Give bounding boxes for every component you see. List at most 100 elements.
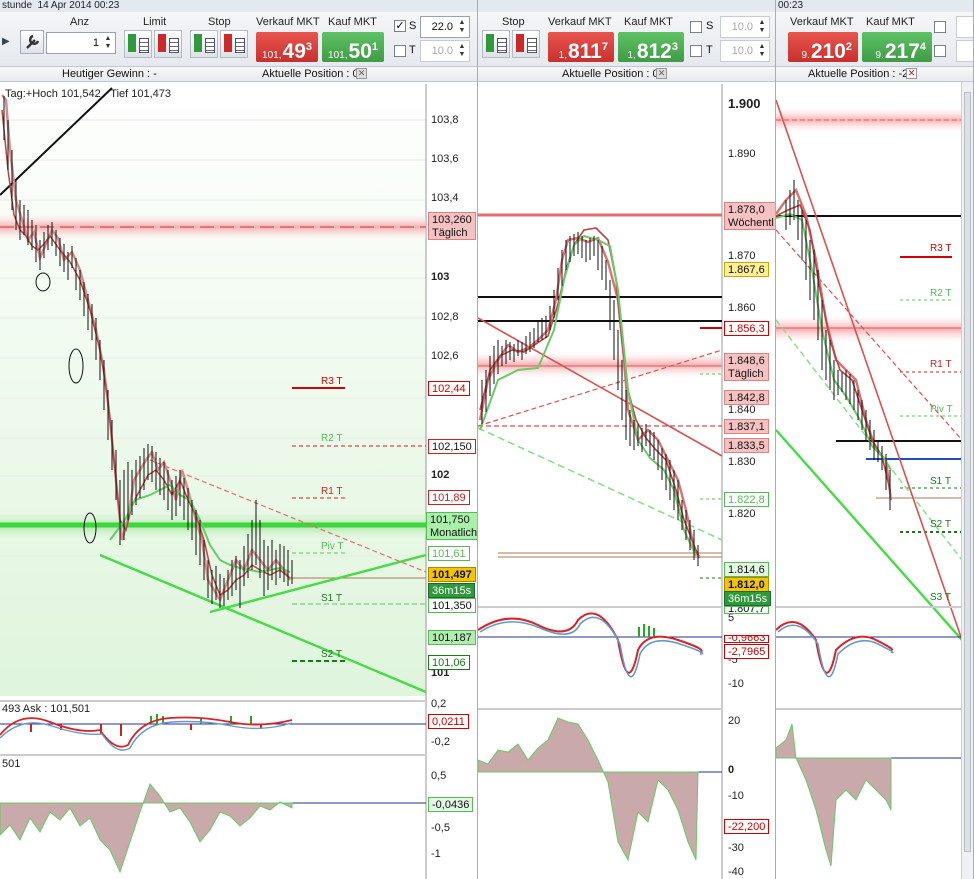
s-spinner-icon[interactable]: ▲ ▼	[458, 19, 466, 34]
stop-buy-button[interactable]	[190, 30, 218, 58]
t-checkbox[interactable]	[934, 45, 946, 57]
limit-sell-button[interactable]	[154, 30, 182, 58]
price-tag: 101,187	[428, 630, 476, 645]
vertical-scrollbar[interactable]	[961, 82, 973, 879]
chart-header: Tag:+Hoch 101,542 - Tief 101,473	[5, 88, 172, 100]
s-value-input[interactable]	[956, 16, 973, 38]
current-price-tag: 1.812,0	[724, 577, 769, 592]
s-checkbox[interactable]: ✓	[394, 20, 406, 32]
monthly-level-tag: 101,750 Monatlich	[426, 512, 477, 540]
axis-tick: 0,5	[431, 770, 447, 782]
t-label: T	[706, 44, 713, 56]
buy-market-button[interactable]: 101,501	[322, 32, 384, 63]
s1-level-label: S1 T	[930, 476, 951, 487]
s-value-input[interactable]: 10.0 ▲ ▼	[720, 16, 770, 38]
close-position-icon[interactable]: ✕	[906, 68, 917, 79]
sell-label: Verkauf MKT	[548, 16, 612, 28]
price-tag: 1.856,3	[724, 321, 769, 336]
price-chart[interactable]	[0, 82, 478, 879]
r2-level-label: R2 T	[321, 433, 343, 444]
chart-panel-index: Stop Verkauf MKT Kauf MKT 1,8117 1,8123 …	[478, 0, 776, 879]
axis-tick: -10	[728, 790, 744, 802]
t-value-input[interactable]: 10.0 ▲ ▼	[420, 40, 470, 62]
window-title: stunde 14 Apr 2014 00:23	[0, 0, 477, 12]
s-checkbox[interactable]	[934, 21, 946, 33]
price-tag: 1.807,7	[724, 606, 769, 614]
price-tag: 102,150	[428, 439, 476, 454]
price-tag: 1.867,6	[724, 262, 769, 277]
s1-price-tag: 101,350	[428, 598, 476, 613]
axis-tick: 0,2	[431, 698, 447, 710]
close-position-icon[interactable]: ✕	[656, 68, 667, 79]
collapse-arrow-icon[interactable]: ▶	[2, 36, 10, 47]
axis-tick: 1.830	[728, 456, 756, 468]
r3-level-label: R3 T	[321, 376, 343, 387]
buy-market-button[interactable]: 1,8123	[618, 32, 684, 63]
sell-market-button[interactable]: 1,8117	[548, 32, 614, 63]
t-checkbox[interactable]	[690, 45, 702, 57]
order-toolbar: ▶ Anz 1 ▲ ▼ Limit Stop Verkauf MKT Kauf M…	[0, 12, 477, 66]
price-chart[interactable]	[776, 82, 974, 879]
sell-market-button[interactable]: 9.2102	[788, 32, 858, 63]
axis-tick: 103,8	[431, 114, 459, 126]
info-bar: Aktuelle Position : -2 ✕	[776, 66, 973, 82]
indicator-header: 493 Ask : 101,501	[2, 703, 91, 715]
axis-tick: -0,5	[431, 822, 450, 834]
stop-buy-button[interactable]	[482, 30, 510, 58]
axis-tick: 1.860	[728, 302, 756, 314]
wrench-icon[interactable]	[20, 30, 44, 54]
axis-tick: 1.900	[728, 96, 761, 111]
axis-tick: -1	[431, 848, 441, 860]
s-value-input[interactable]: 22.0 ▲ ▼	[420, 16, 470, 38]
sell-market-button[interactable]: 101,493	[256, 32, 318, 63]
axis-tick: -10	[728, 678, 744, 690]
today-profit: Heutiger Gewinn : -	[62, 68, 157, 80]
pivot-price-tag: 101,61	[428, 546, 470, 561]
axis-tick: 102,6	[431, 350, 459, 362]
pivot-level-label: Piv T	[321, 541, 344, 552]
r1-level-label: R1 T	[321, 486, 343, 497]
buy-market-button[interactable]: 9.2174	[862, 32, 932, 63]
stop-sell-button[interactable]	[512, 30, 540, 58]
buy-label: Kauf MKT	[866, 16, 915, 28]
buy-label: Kauf MKT	[624, 16, 673, 28]
axis-tick: -40	[728, 866, 744, 878]
quantity-input[interactable]: 1 ▲ ▼	[46, 32, 116, 54]
pivot-level-label: Piv T	[930, 404, 953, 415]
scrollbar-thumb[interactable]	[964, 92, 971, 852]
indicator-value-tag: -0,9663	[724, 635, 770, 643]
quantity-label: Anz	[70, 16, 89, 28]
axis-tick: 1.890	[728, 148, 756, 160]
limit-buy-button[interactable]	[124, 30, 152, 58]
axis-tick: 20	[728, 715, 741, 727]
axis-tick: 103,6	[431, 153, 459, 165]
price-chart[interactable]	[478, 82, 776, 879]
axis-tick: 1.820	[728, 508, 756, 520]
axis-tick: -0,2	[431, 736, 450, 748]
stop-sell-button[interactable]	[220, 30, 248, 58]
s3-level-label: S3 T	[930, 592, 951, 603]
s1-level-label: S1 T	[321, 593, 342, 604]
window-title: 00:23	[776, 0, 973, 12]
indicator-value-tag: -2,7965	[724, 644, 770, 659]
t-spinner-icon[interactable]: ▲ ▼	[458, 43, 466, 58]
candle-timer: 36m15s	[724, 591, 772, 606]
s-checkbox[interactable]	[690, 21, 702, 33]
t-value-input[interactable]	[956, 40, 973, 62]
sell-label: Verkauf MKT	[790, 16, 854, 28]
axis-tick: 1.840	[728, 404, 756, 416]
candle-timer: 36m15s	[428, 583, 476, 598]
quantity-spinner-icon[interactable]: ▲ ▼	[104, 35, 112, 50]
close-position-icon[interactable]: ✕	[356, 68, 367, 79]
oscillator-value-tag: -0,0436	[428, 797, 474, 812]
s2-level-label: S2 T	[930, 519, 951, 530]
axis-tick: 102,8	[431, 311, 459, 323]
current-position: Aktuelle Position : 0	[262, 68, 359, 80]
t-checkbox[interactable]	[394, 45, 406, 57]
s-spinner-icon[interactable]: ▲ ▼	[758, 19, 766, 34]
s-label: S	[409, 20, 417, 32]
t-spinner-icon[interactable]: ▲ ▼	[758, 43, 766, 58]
oscillator-value-tag: -22,200	[724, 819, 770, 834]
t-value-input[interactable]: 10.0 ▲ ▼	[720, 40, 770, 62]
price-tag: 1.837,1	[724, 419, 769, 434]
